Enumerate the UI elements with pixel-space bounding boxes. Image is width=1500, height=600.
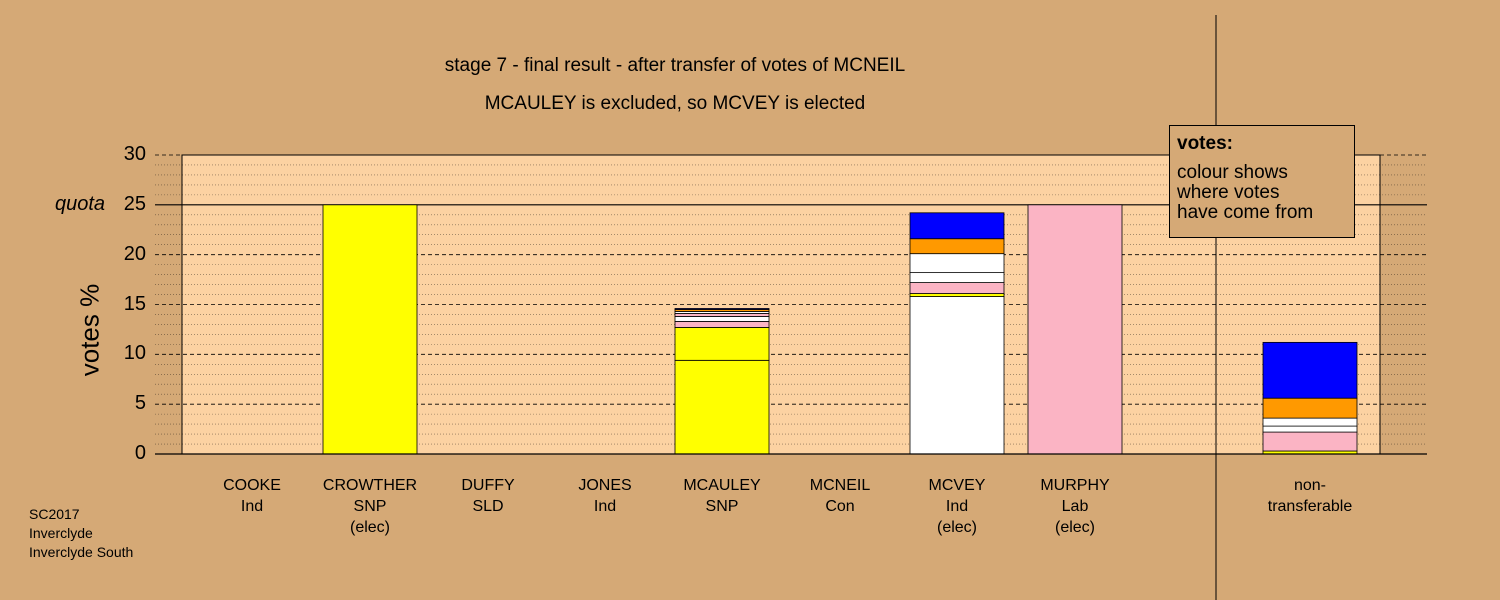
candidate-name: MURPHY [1040, 477, 1110, 494]
candidate-party: SNP [353, 498, 387, 515]
bar-segment [1262, 417, 1358, 427]
chart-title: stage 7 - final result - after transfer … [444, 55, 906, 76]
y-tick-label: 25 [123, 192, 146, 215]
legend-title: votes: [1177, 133, 1233, 154]
category-label: non-transferable [1245, 475, 1375, 517]
category-label: MCAULEY SNP [657, 475, 787, 517]
bar-segment [1262, 425, 1358, 433]
bar-segment [674, 313, 770, 317]
bar-layer [322, 204, 1358, 455]
candidate-name: DUFFY [461, 477, 515, 494]
bar-segment [1027, 204, 1123, 455]
category-label: JONES Ind [540, 475, 670, 517]
bar-segment [909, 293, 1005, 297]
category-label: DUFFY SLD [423, 475, 553, 517]
bar-segment [674, 321, 770, 328]
category-label: CROWTHER SNP (elec) [305, 475, 435, 538]
y-tick-label: 5 [134, 392, 146, 415]
category-label: MURPHY Lab (elec) [1010, 475, 1140, 538]
candidate-party: Lab [1061, 498, 1089, 515]
bar-segment [674, 327, 770, 361]
candidate-name: MCVEY [928, 477, 986, 494]
candidate-status: (elec) [349, 519, 390, 536]
candidate-name: non- [1293, 477, 1327, 494]
bar-segment [909, 238, 1005, 255]
bar-segment [909, 212, 1005, 240]
bar-segment [909, 272, 1005, 283]
bar-segment [674, 359, 770, 455]
y-tick-label: 20 [123, 242, 146, 265]
legend-line: have come from [1177, 202, 1314, 223]
bar-segment [1262, 397, 1358, 419]
legend: votes: colour shows where votes have com… [1169, 125, 1355, 238]
candidate-party: Ind [593, 498, 617, 515]
bar-segment [1262, 431, 1358, 452]
candidate-party: SNP [705, 498, 739, 515]
y-tick-label: 15 [123, 292, 146, 315]
bar-segment [1262, 341, 1358, 399]
candidate-party: Ind [945, 498, 969, 515]
bar-segment [674, 308, 770, 310]
bar-segment [909, 282, 1005, 294]
category-label: MCVEY Ind (elec) [892, 475, 1022, 538]
candidate-name: MCNEIL [809, 477, 871, 494]
candidate-status: (elec) [936, 519, 977, 536]
axis-layer [155, 15, 1427, 600]
candidate-name: CROWTHER [322, 477, 418, 494]
candidate-party: transferable [1267, 498, 1353, 515]
y-tick-label: 10 [123, 342, 146, 365]
candidate-name: COOKE [223, 477, 281, 494]
candidate-status: (elec) [1054, 519, 1095, 536]
footer-council: Inverclyde [29, 525, 93, 541]
quota-label: quota [55, 192, 106, 215]
y-tick-label: 0 [134, 442, 146, 464]
footer: SC2017 Inverclyde Inverclyde South [29, 505, 133, 562]
legend-line: where votes [1177, 182, 1280, 203]
bar-segment [909, 253, 1005, 274]
candidate-party: Ind [240, 498, 264, 515]
bar-segment [909, 296, 1005, 455]
candidate-party: SLD [472, 498, 504, 515]
footer-ward: Inverclyde South [29, 544, 134, 560]
y-tick-label: 30 [123, 143, 146, 165]
bar-segment [322, 204, 418, 455]
y-axis-label: votes % [74, 283, 105, 377]
bar-segment [674, 316, 770, 322]
candidate-name: JONES [578, 477, 632, 494]
candidate-party: Con [825, 498, 855, 515]
chart-subtitle: MCAULEY is excluded, so MCVEY is elected [484, 93, 866, 114]
category-label: MCNEIL Con [775, 475, 905, 517]
footer-election: SC2017 [29, 506, 80, 522]
legend-line: colour shows [1177, 162, 1288, 183]
category-label: COOKE Ind [187, 475, 317, 517]
candidate-name: MCAULEY [683, 477, 761, 494]
